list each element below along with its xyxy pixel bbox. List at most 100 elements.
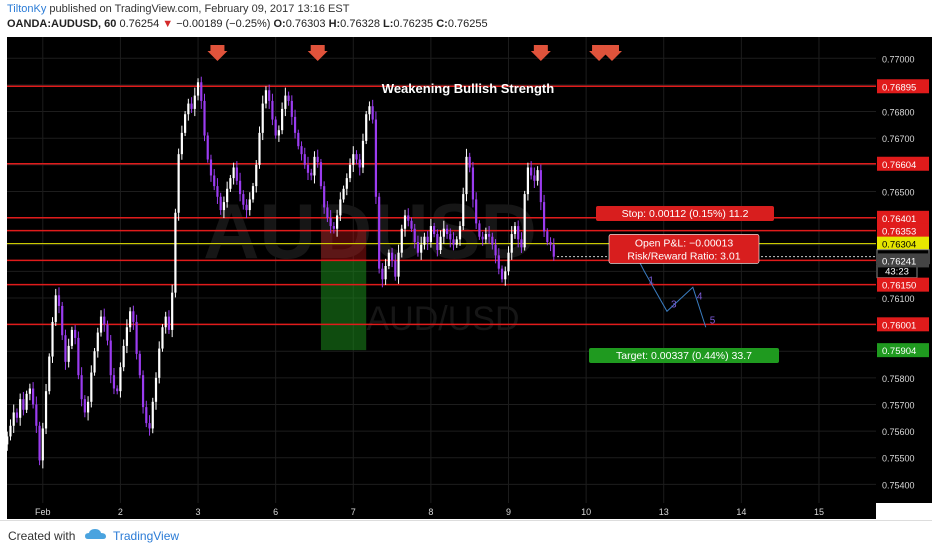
candle-body — [74, 329, 77, 338]
price-badge-label: 0.76895 — [882, 82, 916, 93]
x-tick-label: 15 — [814, 507, 824, 517]
candle-body — [410, 220, 413, 229]
candle-body — [38, 425, 41, 461]
candle-body — [352, 154, 355, 165]
candle-body — [533, 175, 536, 181]
x-tick-label: 3 — [196, 507, 201, 517]
candle-body — [407, 215, 410, 221]
price-badge-label: 0.75904 — [882, 346, 916, 357]
candle-body — [271, 100, 274, 120]
candle-body — [99, 316, 103, 333]
candle-body — [426, 236, 429, 243]
down-arrow-icon — [601, 45, 622, 61]
candle-body — [481, 236, 484, 240]
candle-body — [261, 103, 264, 133]
price-badge-box — [877, 317, 929, 332]
candle-body — [416, 242, 420, 253]
rr-label: Risk/Reward Ratio: 3.01 — [627, 250, 740, 262]
author-link[interactable]: TiltonKy — [7, 3, 47, 15]
y-tick-label: 0.76500 — [882, 187, 915, 197]
position-zones — [320, 230, 367, 351]
candle-body — [329, 218, 332, 227]
x-tick-label: 9 — [506, 507, 511, 517]
price-badge-box — [877, 223, 929, 238]
candle-body — [213, 175, 216, 187]
candle-body — [494, 244, 497, 256]
down-arrow-icon — [530, 45, 551, 61]
candle-body — [277, 130, 280, 136]
candle-body — [488, 234, 491, 237]
candle-body — [90, 372, 93, 402]
y-tick-label: 0.75500 — [882, 454, 915, 464]
price-badge-box — [877, 277, 929, 292]
footer: Created with TradingView — [0, 520, 932, 551]
candle-body — [374, 119, 378, 197]
candle-body — [154, 377, 158, 402]
candle-body — [530, 167, 533, 176]
price-badge-label: 0.76001 — [882, 320, 916, 331]
candle-body — [348, 164, 352, 179]
wave-label: 1 — [648, 275, 654, 286]
candle-body — [96, 332, 99, 352]
candle-body — [6, 436, 9, 445]
candle-body — [507, 252, 510, 272]
candle-body — [125, 327, 128, 346]
candle-body — [251, 186, 255, 200]
candle-body — [300, 146, 303, 155]
created-with-text: Created with — [8, 529, 76, 543]
candle-body — [232, 167, 235, 179]
candle-body — [258, 132, 261, 165]
candle-body — [171, 292, 174, 330]
candle-body — [196, 82, 200, 96]
price-change: −0.00189 (−0.25%) — [176, 18, 271, 30]
close-label: C: — [436, 18, 448, 30]
candle-body — [504, 271, 507, 280]
x-tick-label: 14 — [736, 507, 746, 517]
candle-body — [281, 108, 284, 131]
candle-body — [148, 423, 151, 429]
candles — [2, 76, 555, 469]
candle-body — [193, 95, 196, 109]
candle-body — [433, 226, 436, 235]
candle-body — [222, 202, 226, 211]
candle-body — [378, 196, 381, 269]
price-badges: 0.76895 0.76604 0.76401 0.76353 0.76304 0.762… — [876, 79, 930, 358]
candle-body — [384, 266, 387, 280]
candle-body — [513, 226, 517, 235]
candle-body — [77, 337, 80, 376]
price-badge-box — [877, 79, 929, 94]
candle-body — [41, 428, 44, 461]
candle-body — [245, 204, 248, 211]
open-label: O: — [273, 18, 286, 30]
open-value: 0.76303 — [285, 18, 326, 30]
candle-body — [264, 90, 268, 104]
y-tick-label: 0.75400 — [882, 480, 915, 490]
x-tick-label: 7 — [351, 507, 356, 517]
publish-line: TiltonKy published on TradingView.com, F… — [7, 3, 349, 15]
candle-body — [394, 260, 397, 277]
candle-body — [297, 132, 300, 147]
candle-body — [70, 329, 74, 346]
candle-body — [184, 114, 187, 133]
candle-body — [151, 401, 154, 429]
target-label-box — [589, 348, 779, 363]
x-axis: 31Feb23678910131415 — [35, 507, 824, 517]
candle-body — [310, 172, 313, 176]
x-tick-label: Feb — [35, 507, 51, 517]
candle-body — [93, 351, 96, 373]
time-scale[interactable] — [7, 503, 876, 519]
candle-body — [429, 226, 432, 243]
candle-body — [106, 324, 109, 341]
candle-body — [323, 186, 326, 208]
tradingview-link[interactable]: TradingView — [113, 529, 180, 543]
watermark-sub: AUD/USD — [366, 300, 519, 338]
candle-body — [35, 404, 38, 426]
x-tick-label: 10 — [581, 507, 591, 517]
candle-body — [203, 100, 206, 136]
candle-body — [161, 327, 164, 349]
candle-body — [61, 305, 64, 336]
candle-body — [51, 321, 54, 357]
stop-label-box — [596, 206, 774, 221]
candle-body — [452, 239, 455, 245]
